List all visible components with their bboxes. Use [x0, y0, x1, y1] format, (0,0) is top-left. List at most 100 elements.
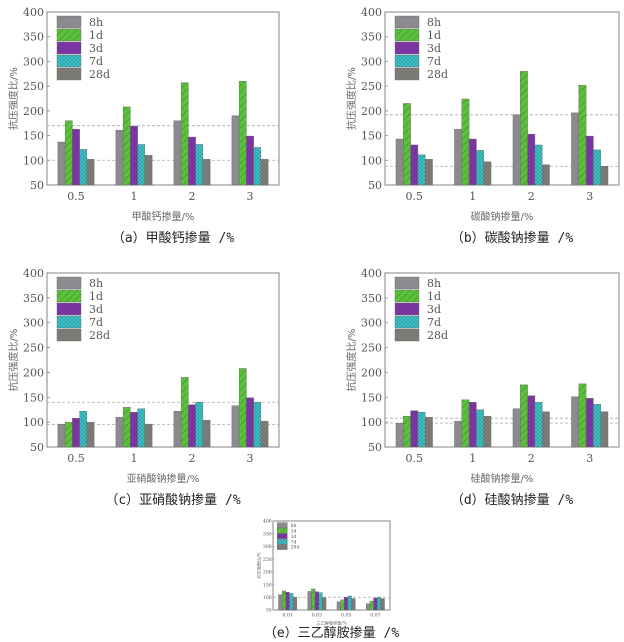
y-tick-label: 50: [30, 441, 44, 454]
bar-7d: [377, 597, 382, 611]
y-axis-label: 抗压强度比/%: [7, 329, 20, 392]
x-axis-label: 亚硝酸钠掺量/%: [127, 472, 200, 485]
bar-1d: [520, 71, 528, 186]
y-tick-label: 200: [263, 570, 272, 576]
bar-7d: [253, 147, 262, 186]
y-tick-label: 200: [361, 105, 382, 118]
bar-3d: [246, 135, 254, 186]
bar-1d: [64, 120, 73, 186]
y-tick-label: 100: [361, 154, 382, 167]
bar-3d: [246, 397, 254, 448]
bar-7d: [534, 144, 543, 186]
bar-7d: [318, 592, 323, 611]
y-tick-label: 150: [23, 391, 44, 404]
legend-swatch-7d: [394, 54, 420, 68]
bar-1d: [281, 590, 286, 611]
y-tick-label: 50: [368, 179, 382, 192]
bar-8h: [395, 138, 404, 186]
bar-1d: [461, 399, 470, 448]
legend-label: 28d: [427, 68, 448, 81]
legend-swatch-7d: [56, 315, 82, 329]
bar-8h: [57, 423, 66, 448]
bar-8h: [173, 120, 182, 186]
x-tick-label: 1: [469, 190, 476, 203]
bar-28d: [86, 421, 95, 448]
y-tick-label: 350: [263, 531, 272, 537]
figure-caption: （e）三乙醇胺掺量 /%: [264, 625, 399, 641]
bar-7d: [79, 411, 88, 448]
bar-8h: [57, 141, 66, 186]
bar-7d: [476, 409, 484, 448]
legend-label: 7d: [291, 539, 297, 545]
bar-1d: [340, 599, 345, 611]
legend-label: 28d: [291, 545, 300, 551]
bar-7d: [417, 412, 426, 448]
bar-8h: [454, 128, 462, 186]
chart-a: 50 100 150 200 250 300 350 400 0.5 1 2 3 8h1d3d7d28d…: [7, 6, 280, 246]
legend-label: 28d: [89, 329, 110, 342]
legend-swatch-28d: [56, 328, 82, 342]
bar-1d: [578, 383, 587, 448]
bar-3d: [468, 402, 477, 448]
y-tick-label: 150: [361, 130, 382, 143]
y-tick-label: 50: [266, 608, 272, 614]
bar-3d: [410, 410, 419, 448]
chart-b: 50 100 150 200 250 300 350 400 0.5 1 2 3 8h1d3d7d28d…: [345, 6, 620, 246]
y-axis-label: 抗压强度比/%: [345, 67, 358, 130]
plot-frame: [46, 272, 280, 448]
plot-frame: [384, 272, 620, 448]
y-tick-label: 50: [30, 179, 44, 192]
legend-swatch-7d: [56, 54, 82, 68]
y-tick-label: 100: [263, 595, 272, 601]
bar-3d: [188, 404, 196, 448]
legend-label: 8h: [89, 16, 103, 29]
bar-1d: [180, 377, 189, 448]
bar-3d: [344, 597, 349, 611]
bar-7d: [79, 149, 88, 186]
y-tick-label: 250: [361, 342, 382, 355]
x-tick-label: 2: [189, 190, 196, 203]
bar-1d: [461, 98, 470, 186]
bar-7d: [417, 154, 426, 186]
bar-1d: [578, 84, 587, 186]
bar-8h: [173, 411, 182, 448]
legend-label: 1d: [427, 29, 441, 42]
y-tick-label: 300: [263, 544, 272, 550]
y-tick-label: 250: [23, 342, 44, 355]
y-tick-label: 100: [361, 416, 382, 429]
chart-c: 50 100 150 200 250 300 350 400 0.5 1 2 3 8h1d3d7d28d…: [7, 267, 280, 508]
bar-3d: [130, 125, 138, 186]
legend-swatch-7d: [394, 315, 420, 329]
y-tick-label: 250: [361, 80, 382, 93]
legend-swatch-8h: [394, 15, 420, 29]
bar-3d: [314, 591, 319, 611]
legend-swatch-1d: [394, 289, 420, 303]
bar-28d: [425, 416, 433, 448]
legend-swatch-3d: [277, 533, 288, 539]
bar-8h: [366, 603, 371, 611]
bar-3d: [373, 597, 378, 611]
legend-label: 8h: [427, 277, 441, 290]
x-tick-label: 1: [131, 452, 138, 465]
legend-label: 8h: [291, 523, 297, 529]
x-tick-label: 2: [189, 452, 196, 465]
bar-1d: [403, 103, 411, 186]
legend-swatch-1d: [394, 28, 420, 42]
legend-swatch-28d: [394, 67, 420, 81]
bar-28d: [202, 419, 211, 448]
bar-3d: [188, 136, 196, 186]
bar-3d: [72, 417, 80, 448]
bar-8h: [336, 601, 341, 611]
legend-swatch-28d: [394, 328, 420, 342]
bar-28d: [600, 411, 609, 448]
plot-frame: [272, 520, 391, 611]
bar-28d: [600, 166, 609, 186]
x-axis-label: 三乙醇胺掺量/%: [316, 620, 347, 627]
bar-1d: [238, 368, 247, 448]
y-tick-label: 250: [23, 80, 44, 93]
bar-7d: [593, 404, 601, 448]
bar-1d: [122, 407, 131, 448]
bar-28d: [322, 597, 327, 611]
y-tick-label: 400: [23, 6, 44, 19]
y-tick-label: 300: [23, 55, 44, 68]
